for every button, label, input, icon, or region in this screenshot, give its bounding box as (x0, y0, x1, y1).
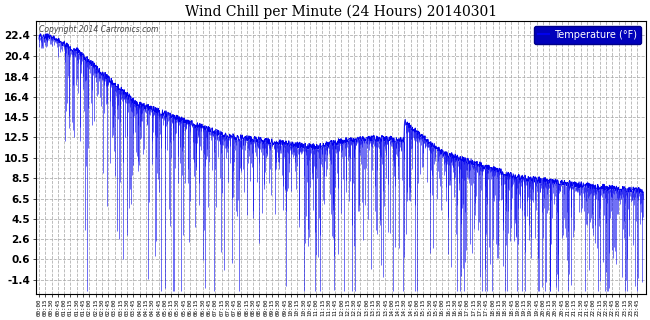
Legend: Temperature (°F): Temperature (°F) (534, 26, 641, 44)
Text: Copyright 2014 Cartronics.com: Copyright 2014 Cartronics.com (38, 25, 158, 34)
Title: Wind Chill per Minute (24 Hours) 20140301: Wind Chill per Minute (24 Hours) 2014030… (185, 4, 497, 19)
